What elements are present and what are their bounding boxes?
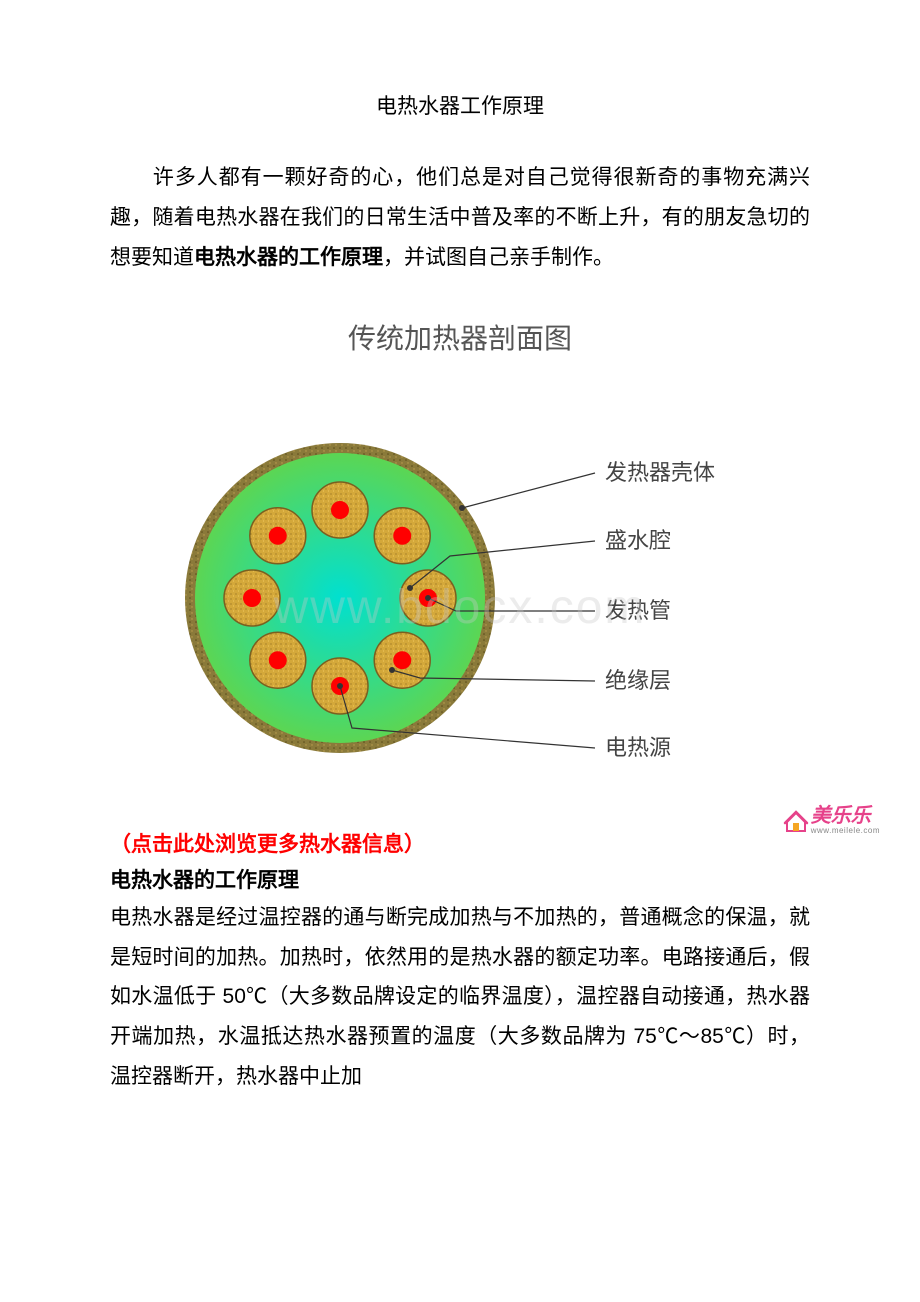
house-icon — [783, 808, 809, 834]
intro-text-2: ，并试图自己亲手制作。 — [383, 246, 614, 269]
svg-text:发热管: 发热管 — [605, 598, 671, 623]
intro-paragraph: 许多人都有一颗好奇的心，他们总是对自己觉得很新奇的事物充满兴趣，随着电热水器在我… — [110, 158, 810, 278]
section-heading: 电热水器的工作原理 — [110, 864, 810, 894]
body-paragraph: 电热水器是经过温控器的通与断完成加热与不加热的，普通概念的保温，就是短时间的加热… — [110, 898, 810, 1097]
svg-text:盛水腔: 盛水腔 — [605, 528, 671, 553]
intro-bold: 电热水器的工作原理 — [194, 246, 383, 269]
svg-text:发热器壳体: 发热器壳体 — [605, 460, 715, 485]
page-title: 电热水器工作原理 — [110, 90, 810, 120]
brand-logo: 美乐乐 www.meilele.com — [783, 806, 880, 835]
heater-diagram: 传统加热器剖面图发热器壳体盛水腔发热管绝缘层电热源 — [110, 308, 810, 788]
svg-text:电热源: 电热源 — [605, 735, 671, 760]
logo-main: 美乐乐 — [811, 806, 880, 826]
more-info-link[interactable]: （点击此处浏览更多热水器信息） — [110, 828, 810, 858]
svg-text:传统加热器剖面图: 传统加热器剖面图 — [348, 323, 572, 355]
svg-text:绝缘层: 绝缘层 — [605, 668, 671, 693]
diagram-svg: 传统加热器剖面图发热器壳体盛水腔发热管绝缘层电热源 — [110, 308, 810, 788]
logo-sub: www.meilele.com — [811, 826, 880, 835]
